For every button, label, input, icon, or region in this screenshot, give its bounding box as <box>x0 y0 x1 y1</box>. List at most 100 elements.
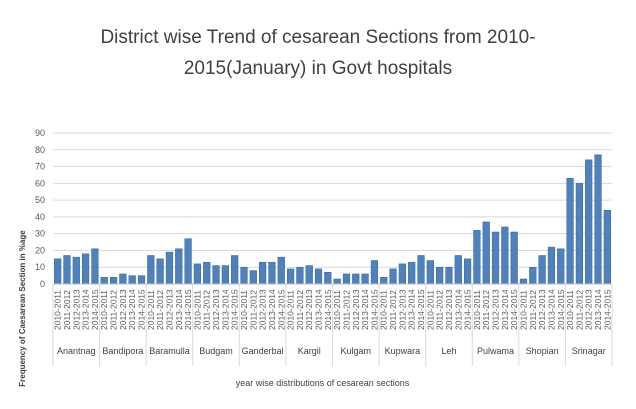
x-tick-label: 2013-2014 <box>267 289 277 330</box>
bar <box>137 275 146 285</box>
bar <box>147 255 155 285</box>
y-tick-label: 80 <box>35 145 45 155</box>
x-tick-label: 2012-2013 <box>71 289 81 330</box>
x-tick-label: 2011-2012 <box>248 290 258 330</box>
bar <box>417 255 425 285</box>
x-tick-label: 2011-2012 <box>435 290 445 330</box>
bar <box>426 260 434 285</box>
bar <box>119 273 127 285</box>
y-tick-label: 50 <box>35 195 45 205</box>
group-label: Kargil <box>298 346 321 356</box>
group-label: Anantnag <box>57 346 96 356</box>
x-tick-label: 2010-2011 <box>379 290 389 330</box>
bar <box>594 154 602 285</box>
x-tick-label: 2013-2014 <box>174 289 184 330</box>
bar <box>361 273 369 285</box>
bar <box>557 248 565 285</box>
bar <box>380 277 388 285</box>
bar <box>585 159 593 285</box>
bar <box>352 273 360 285</box>
group-label: Kupwara <box>385 346 421 356</box>
x-tick-label: 2011-2012 <box>155 290 165 330</box>
group-label: Leh <box>441 346 456 356</box>
bar <box>193 263 202 285</box>
x-tick-label: 2011-2012 <box>528 290 538 330</box>
bar <box>463 258 472 285</box>
bar <box>156 258 164 285</box>
y-tick-label: 60 <box>35 178 45 188</box>
bar <box>482 221 490 285</box>
x-tick-label: 2013-2014 <box>127 289 137 330</box>
x-tick-label: 2010-2011 <box>472 290 482 330</box>
x-tick-label: 2014-2015 <box>230 289 240 330</box>
bar <box>445 266 453 285</box>
x-tick-label: 2014-2015 <box>509 289 519 330</box>
bar <box>342 273 351 285</box>
x-tick-label: 2012-2013 <box>537 289 547 330</box>
x-tick-label: 2010-2011 <box>192 290 202 330</box>
bar <box>175 248 183 285</box>
x-tick-label: 2011-2012 <box>341 290 351 330</box>
y-tick-label: 90 <box>35 128 45 138</box>
x-tick-label: 2012-2013 <box>211 289 221 330</box>
bar <box>408 261 416 285</box>
bar <box>529 266 537 285</box>
bar <box>491 231 500 285</box>
bar <box>575 183 583 285</box>
x-tick-label: 2010-2011 <box>99 290 109 330</box>
x-tick-label: 2014-2015 <box>602 289 612 330</box>
bar <box>268 261 276 285</box>
bar <box>603 209 611 285</box>
y-tick-label: 40 <box>35 212 45 222</box>
x-tick-label: 2014-2015 <box>323 289 333 330</box>
bar <box>454 255 462 285</box>
x-tick-label: 2014-2015 <box>276 289 286 330</box>
x-tick-label: 2011-2012 <box>202 290 212 330</box>
group-label: Srinagar <box>572 346 606 356</box>
x-tick-label: 2012-2013 <box>491 289 501 330</box>
bar <box>538 255 546 285</box>
x-tick-label: 2010-2011 <box>518 290 528 330</box>
x-tick-label: 2013-2014 <box>453 289 463 330</box>
x-tick-label: 2014-2015 <box>556 289 566 330</box>
bar <box>249 270 257 285</box>
bar <box>63 255 71 285</box>
bar <box>389 268 397 285</box>
bar <box>566 178 574 285</box>
x-tick-label: 2013-2014 <box>220 289 230 330</box>
group-label: Shopian <box>526 346 559 356</box>
bar <box>305 265 313 285</box>
x-tick-label: 2013-2014 <box>593 289 603 330</box>
group-label: Bandipora <box>102 346 143 356</box>
bar <box>212 265 220 285</box>
bar <box>277 256 285 285</box>
x-tick-label: 2010-2011 <box>565 290 575 330</box>
x-tick-label: 2010-2011 <box>332 290 342 330</box>
y-tick-label: 10 <box>35 262 45 272</box>
x-tick-label: 2013-2014 <box>314 289 324 330</box>
bar <box>203 261 211 285</box>
x-tick-label: 2013-2014 <box>500 289 510 330</box>
bar <box>259 261 267 285</box>
bar <box>184 238 192 285</box>
bar <box>501 226 509 285</box>
bar <box>221 265 229 285</box>
bar <box>296 266 304 285</box>
y-tick-label: 70 <box>35 162 45 172</box>
x-tick-label: 2014-2015 <box>416 289 426 330</box>
x-tick-label: 2012-2013 <box>397 289 407 330</box>
group-label: Ganderbal <box>242 346 284 356</box>
x-tick-label: 2014-2015 <box>90 289 100 330</box>
y-tick-label: 0 <box>40 279 45 289</box>
x-tick-label: 2014-2015 <box>137 289 147 330</box>
x-tick-label: 2014-2015 <box>463 289 473 330</box>
bar <box>473 230 481 285</box>
bar <box>286 268 295 285</box>
group-label: Kulgam <box>341 346 372 356</box>
x-tick-label: 2011-2012 <box>109 290 119 330</box>
bar <box>231 255 239 285</box>
y-tick-label: 30 <box>35 229 45 239</box>
x-tick-label: 2010-2011 <box>53 290 63 330</box>
